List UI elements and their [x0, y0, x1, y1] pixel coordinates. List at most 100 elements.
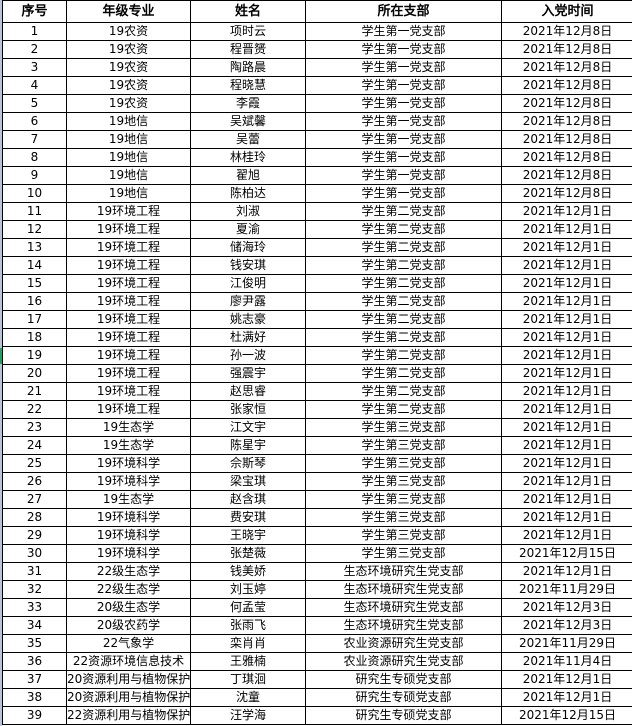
- cell-join-date[interactable]: 2021年12月1日: [501, 562, 632, 581]
- cell-name[interactable]: 刘玉婷: [190, 580, 306, 599]
- cell-name[interactable]: 杜满好: [190, 328, 306, 347]
- cell-name[interactable]: 孙一波: [190, 346, 306, 365]
- cell-branch[interactable]: 学生第一党支部: [305, 184, 502, 203]
- cell-branch[interactable]: 学生第二党支部: [305, 292, 502, 311]
- cell-branch[interactable]: 学生第三党支部: [305, 490, 502, 509]
- cell-grade-major[interactable]: 20资源利用与植物保护: [66, 670, 191, 689]
- cell-name[interactable]: 汪学海: [190, 706, 306, 725]
- cell-name[interactable]: 何孟莹: [190, 598, 306, 617]
- cell-name[interactable]: 林桂玲: [190, 148, 306, 167]
- cell-grade-major[interactable]: 19生态学: [66, 436, 191, 455]
- cell-join-date[interactable]: 2021年11月29日: [501, 634, 632, 653]
- cell-join-date[interactable]: 2021年12月1日: [501, 418, 632, 437]
- cell-grade-major[interactable]: 20级农药学: [66, 616, 191, 635]
- cell-name[interactable]: 江文宇: [190, 418, 306, 437]
- cell-name[interactable]: 江俊明: [190, 274, 306, 293]
- cell-join-date[interactable]: 2021年11月4日: [501, 652, 632, 671]
- cell-grade-major[interactable]: 19农资: [66, 22, 191, 41]
- cell-join-date[interactable]: 2021年12月1日: [501, 454, 632, 473]
- cell-join-date[interactable]: 2021年11月29日: [501, 580, 632, 599]
- cell-grade-major[interactable]: 19地信: [66, 184, 191, 203]
- cell-grade-major[interactable]: 22级生态学: [66, 562, 191, 581]
- cell-branch[interactable]: 学生第二党支部: [305, 310, 502, 329]
- cell-index[interactable]: 5: [2, 94, 67, 113]
- cell-name[interactable]: 程晓慧: [190, 76, 306, 95]
- cell-name[interactable]: 梁宝琪: [190, 472, 306, 491]
- cell-join-date[interactable]: 2021年12月1日: [501, 274, 632, 293]
- header-col-join-date[interactable]: 入党时间: [501, 0, 632, 23]
- cell-index[interactable]: 8: [2, 148, 67, 167]
- cell-grade-major[interactable]: 22资源利用与植物保护: [66, 706, 191, 725]
- cell-branch[interactable]: 农业资源研究生党支部: [305, 634, 502, 653]
- cell-join-date[interactable]: 2021年12月1日: [501, 382, 632, 401]
- cell-grade-major[interactable]: 19环境科学: [66, 508, 191, 527]
- cell-name[interactable]: 翟旭: [190, 166, 306, 185]
- cell-name[interactable]: 廖尹露: [190, 292, 306, 311]
- cell-branch[interactable]: 研究生专硕党支部: [305, 688, 502, 707]
- cell-grade-major[interactable]: 19农资: [66, 94, 191, 113]
- cell-name[interactable]: 张家恒: [190, 400, 306, 419]
- cell-branch[interactable]: 研究生专硕党支部: [305, 706, 502, 725]
- cell-index[interactable]: 4: [2, 76, 67, 95]
- cell-index[interactable]: 13: [2, 238, 67, 257]
- cell-grade-major[interactable]: 19环境工程: [66, 256, 191, 275]
- cell-grade-major[interactable]: 19环境工程: [66, 400, 191, 419]
- cell-grade-major[interactable]: 20资源利用与植物保护: [66, 688, 191, 707]
- cell-index[interactable]: 10: [2, 184, 67, 203]
- cell-grade-major[interactable]: 19环境科学: [66, 454, 191, 473]
- cell-name[interactable]: 程晋赟: [190, 40, 306, 59]
- cell-index[interactable]: 27: [2, 490, 67, 509]
- cell-name[interactable]: 赵思睿: [190, 382, 306, 401]
- cell-branch[interactable]: 学生第二党支部: [305, 382, 502, 401]
- cell-index[interactable]: 28: [2, 508, 67, 527]
- cell-index[interactable]: 30: [2, 544, 67, 563]
- cell-branch[interactable]: 研究生专硕党支部: [305, 670, 502, 689]
- cell-branch[interactable]: 学生第二党支部: [305, 346, 502, 365]
- cell-grade-major[interactable]: 19环境工程: [66, 238, 191, 257]
- cell-name[interactable]: 栾肖肖: [190, 634, 306, 653]
- cell-branch[interactable]: 学生第二党支部: [305, 202, 502, 221]
- header-col-name[interactable]: 姓名: [190, 0, 306, 23]
- cell-grade-major[interactable]: 19环境工程: [66, 310, 191, 329]
- cell-name[interactable]: 佘斯琴: [190, 454, 306, 473]
- cell-grade-major[interactable]: 19地信: [66, 130, 191, 149]
- cell-join-date[interactable]: 2021年12月1日: [501, 526, 632, 545]
- cell-branch[interactable]: 学生第一党支部: [305, 22, 502, 41]
- cell-join-date[interactable]: 2021年12月15日: [501, 544, 632, 563]
- cell-name[interactable]: 项时云: [190, 22, 306, 41]
- cell-index[interactable]: 16: [2, 292, 67, 311]
- cell-index[interactable]: 39: [2, 706, 67, 725]
- cell-join-date[interactable]: 2021年12月8日: [501, 76, 632, 95]
- cell-name[interactable]: 吴蕾: [190, 130, 306, 149]
- cell-grade-major[interactable]: 19环境工程: [66, 328, 191, 347]
- cell-index[interactable]: 14: [2, 256, 67, 275]
- cell-join-date[interactable]: 2021年12月8日: [501, 148, 632, 167]
- cell-name[interactable]: 费安琪: [190, 508, 306, 527]
- cell-branch[interactable]: 学生第三党支部: [305, 454, 502, 473]
- cell-index[interactable]: 1: [2, 22, 67, 41]
- cell-branch[interactable]: 农业资源研究生党支部: [305, 652, 502, 671]
- header-col-branch[interactable]: 所在支部: [305, 0, 502, 23]
- cell-grade-major[interactable]: 19环境工程: [66, 346, 191, 365]
- cell-index[interactable]: 26: [2, 472, 67, 491]
- cell-name[interactable]: 张雨飞: [190, 616, 306, 635]
- cell-index[interactable]: 31: [2, 562, 67, 581]
- cell-branch[interactable]: 学生第一党支部: [305, 94, 502, 113]
- cell-join-date[interactable]: 2021年12月8日: [501, 112, 632, 131]
- cell-index[interactable]: 36: [2, 652, 67, 671]
- cell-grade-major[interactable]: 19环境工程: [66, 364, 191, 383]
- cell-name[interactable]: 王雅楠: [190, 652, 306, 671]
- cell-name[interactable]: 吴斌馨: [190, 112, 306, 131]
- cell-index[interactable]: 34: [2, 616, 67, 635]
- cell-grade-major[interactable]: 22级生态学: [66, 580, 191, 599]
- cell-index[interactable]: 7: [2, 130, 67, 149]
- header-col-index[interactable]: 序号: [2, 0, 67, 23]
- cell-branch[interactable]: 学生第一党支部: [305, 40, 502, 59]
- cell-branch[interactable]: 生态环境研究生党支部: [305, 562, 502, 581]
- cell-join-date[interactable]: 2021年12月8日: [501, 40, 632, 59]
- cell-join-date[interactable]: 2021年12月3日: [501, 598, 632, 617]
- cell-join-date[interactable]: 2021年12月8日: [501, 22, 632, 41]
- cell-grade-major[interactable]: 19地信: [66, 148, 191, 167]
- cell-index[interactable]: 25: [2, 454, 67, 473]
- cell-join-date[interactable]: 2021年12月1日: [501, 688, 632, 707]
